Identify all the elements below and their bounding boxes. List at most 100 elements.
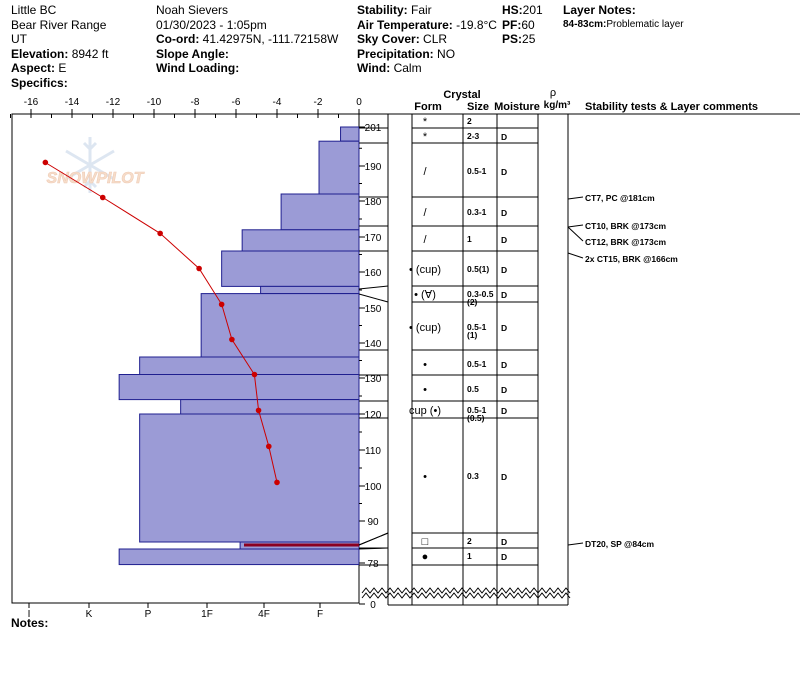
notes-label: Notes: [11,616,49,630]
layer-connector [358,285,389,290]
temp-tick-label: -14 [65,97,80,108]
layer-note-text: Problematic layer [606,18,684,30]
test-leader [567,224,584,228]
layer-form: cup (•) [409,405,441,417]
hardness-axis: I K P 1F 4F F [12,602,359,620]
hardness-tick-label: I [28,609,31,620]
stability-value: Fair [411,3,432,17]
height-tick-label: 0 [370,600,376,611]
temp-tick-label: -16 [24,97,39,108]
hardness-bar [280,193,360,231]
temp-point [274,479,280,486]
layer-form: • [423,471,427,483]
layer-form: / [423,207,427,219]
hardness-tick-label: 4F [258,609,270,620]
col-moisture: Moisture [494,101,540,113]
height-tick-label: 100 [365,482,382,493]
layer-form: * [423,116,428,128]
test-leader [567,252,584,259]
sky-value: CLR [423,32,448,46]
layer-moisture: D [501,208,507,218]
depth-info: HS:201 PF:60 PS:25 [502,3,543,47]
height-tick-label: 130 [365,374,382,385]
pf-row: PF:60 [502,17,535,32]
layer-size: 1 [467,234,472,244]
elevation-value: 8942 ft [71,46,109,61]
temp-point [251,371,258,378]
slope-row: Slope Angle: [156,46,229,61]
ps-row: PS:25 [502,32,536,46]
temp-point [229,336,235,343]
precip-row: Precipitation: NO [357,46,456,61]
aspect-row: Aspect: E [11,61,67,75]
temp-point [266,443,272,450]
watermark-text: SNOWPILOT [47,170,145,187]
temp-point [99,194,106,201]
hardness-tick-label: 1F [201,609,213,620]
temp-point [157,230,163,237]
hardness-bar [118,374,360,401]
layer-moisture: D [501,537,507,547]
layer-form: □ [422,536,429,548]
test-leader [567,542,584,546]
stability-test-label: CT7, PC @181cm [585,193,655,203]
layer-size: 2 [467,536,472,546]
temp-series-line [45,162,278,483]
obs-datetime: 01/30/2023 - 1:05pm [156,17,267,32]
height-tick-label: 90 [367,517,379,528]
coord-row: Co-ord: 41.42975N, -111.72158W [156,32,339,46]
wind-row: Wind: Calm [357,61,422,75]
col-rho: ρ [550,87,556,99]
temp-tick-label: -4 [273,97,282,108]
layer-moisture: D [501,235,507,245]
precip-value: NO [437,46,456,61]
temp-tick-label: -8 [191,97,200,108]
layer-size: 0.5 [467,384,479,394]
height-tick-label: 160 [365,268,382,279]
layer-size-secondary: (1) [467,330,478,340]
layer-form: * [423,131,428,143]
stability-row: Stability: Fair [357,3,432,17]
site-info: Little BC Bear River Range UT Elevation:… [11,3,108,90]
layer-form: • (cup) [409,322,441,334]
hardness-bar [200,293,360,358]
layer-moisture: D [501,472,507,482]
layer-size: 0.5-1 [467,166,487,176]
layer-notes: Layer Notes: 84-83cm:Problematic layer [563,3,684,32]
height-tick-label: 150 [365,304,382,315]
hardness-tick-label: F [317,609,323,620]
layer-size: 0.3 [467,471,479,481]
height-tick-label: 170 [365,233,382,244]
layer-connector [358,532,389,546]
temp-tick-label: -10 [147,97,162,108]
layer-form: • (∀) [414,289,436,301]
layer-size: 0.5(1) [467,264,489,274]
layer-form: ● [422,551,429,563]
test-leader [567,196,584,200]
stability-tests: CT7, PC @181cm CT10, BRK @173cm CT12, BRK … [567,193,678,549]
temp-point [196,265,202,272]
layer-size: 0.5-1 [467,322,487,332]
pf-value: 60 [521,17,535,32]
layer-form: / [423,166,427,178]
range-name: Bear River Range [11,17,107,32]
stability-test-label: 2x CT15, BRK @166cm [585,254,678,264]
col-comments: Stability tests & Layer comments [585,101,758,113]
layer-moisture: D [501,360,507,370]
height-tick-label: 140 [365,339,382,350]
col-size: Size [467,101,489,113]
break-zigzag-top [361,587,571,594]
layer-table: Crystal Form Size Moisture ρ kg/m³ Stabi… [358,87,800,606]
layer-size: 0.3-1 [467,207,487,217]
layer-size: 2-3 [467,131,480,141]
height-tick-label: 110 [365,446,381,457]
layer-form: / [423,234,427,246]
air-temp-row: Air Temperature: -19.8°C [357,17,497,32]
snowflake-icon [65,137,115,193]
hardness-tick-label: P [145,609,152,620]
wind-value: Calm [393,61,422,75]
aspect-value: E [58,61,67,75]
hardness-bar [180,399,360,415]
